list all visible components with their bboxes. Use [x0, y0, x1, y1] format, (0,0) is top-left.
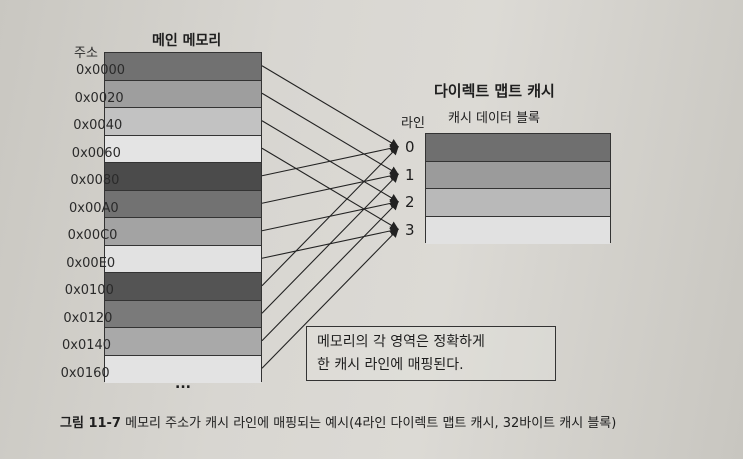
memory-row	[105, 218, 261, 246]
memory-title: 메인 메모리	[152, 33, 222, 49]
mapping-arrow	[261, 145, 399, 287]
memory-address-label: 0x00E0	[66, 255, 116, 271]
main-memory-block	[104, 52, 262, 383]
memory-row	[105, 80, 261, 108]
cache-row	[426, 161, 610, 189]
memory-address-label: 0x00C0	[67, 228, 118, 243]
memory-row	[105, 355, 261, 383]
mapping-arrow	[261, 65, 399, 148]
memory-address-label: 0x0060	[71, 145, 121, 161]
cache-row	[426, 216, 610, 244]
mapping-arrow	[261, 144, 400, 177]
cache-line-number: 1	[405, 165, 415, 184]
memory-row	[105, 245, 261, 273]
memory-ellipsis: ...	[175, 376, 191, 392]
memory-address-label: 0x0100	[64, 283, 114, 298]
memory-row	[105, 300, 261, 328]
memory-row	[105, 135, 261, 163]
cache-data-header: 캐시 데이터 블록	[448, 111, 540, 126]
memory-address-label: 0x0040	[73, 118, 123, 133]
memory-address-label: 0x0140	[62, 338, 112, 353]
memory-address-label: 0x0020	[74, 90, 124, 106]
note-line-1: 메모리의 각 영역은 정확하게	[317, 334, 485, 350]
cache-line-number: 3	[405, 220, 415, 239]
cache-title: 다이렉트 맵트 캐시	[434, 82, 555, 100]
memory-address-label: 0x0160	[60, 365, 110, 381]
cache-row	[426, 189, 610, 217]
memory-address-label: 0x0120	[63, 310, 113, 326]
cache-row	[426, 134, 610, 162]
mapping-arrow	[261, 200, 399, 342]
mapping-arrow	[261, 171, 400, 204]
mapping-note: 메모리의 각 영역은 정확하게 한 캐시 라인에 매핑된다.	[306, 326, 556, 381]
figure-label: 그림 11-7	[60, 416, 121, 431]
memory-row	[105, 53, 261, 81]
cache-block	[425, 133, 611, 244]
mapping-arrow	[261, 92, 399, 175]
cache-line-number: 2	[405, 193, 415, 211]
memory-address-label: 0x0000	[76, 63, 126, 78]
note-line-2: 한 캐시 라인에 매핑된다.	[317, 357, 464, 373]
memory-row	[105, 163, 261, 191]
figure-caption: 그림 11-7 메모리 주소가 캐시 라인에 매핑되는 예시(4라인 다이렉트 …	[60, 412, 616, 431]
memory-row	[105, 328, 261, 356]
mapping-arrow	[261, 173, 399, 314]
memory-address-label: 0x0080	[70, 173, 120, 188]
address-header: 주소	[74, 46, 98, 61]
mapping-arrow	[261, 228, 399, 369]
cache-line-header: 라인	[401, 116, 425, 131]
memory-address-label: 0x00A0	[69, 200, 119, 216]
memory-row	[105, 108, 261, 136]
memory-row	[105, 273, 261, 301]
cache-line-number: 0	[405, 138, 415, 156]
memory-row	[105, 190, 261, 218]
figure-caption-text: 메모리 주소가 캐시 라인에 매핑되는 예시(4라인 다이렉트 맵트 캐시, 3…	[125, 416, 617, 431]
